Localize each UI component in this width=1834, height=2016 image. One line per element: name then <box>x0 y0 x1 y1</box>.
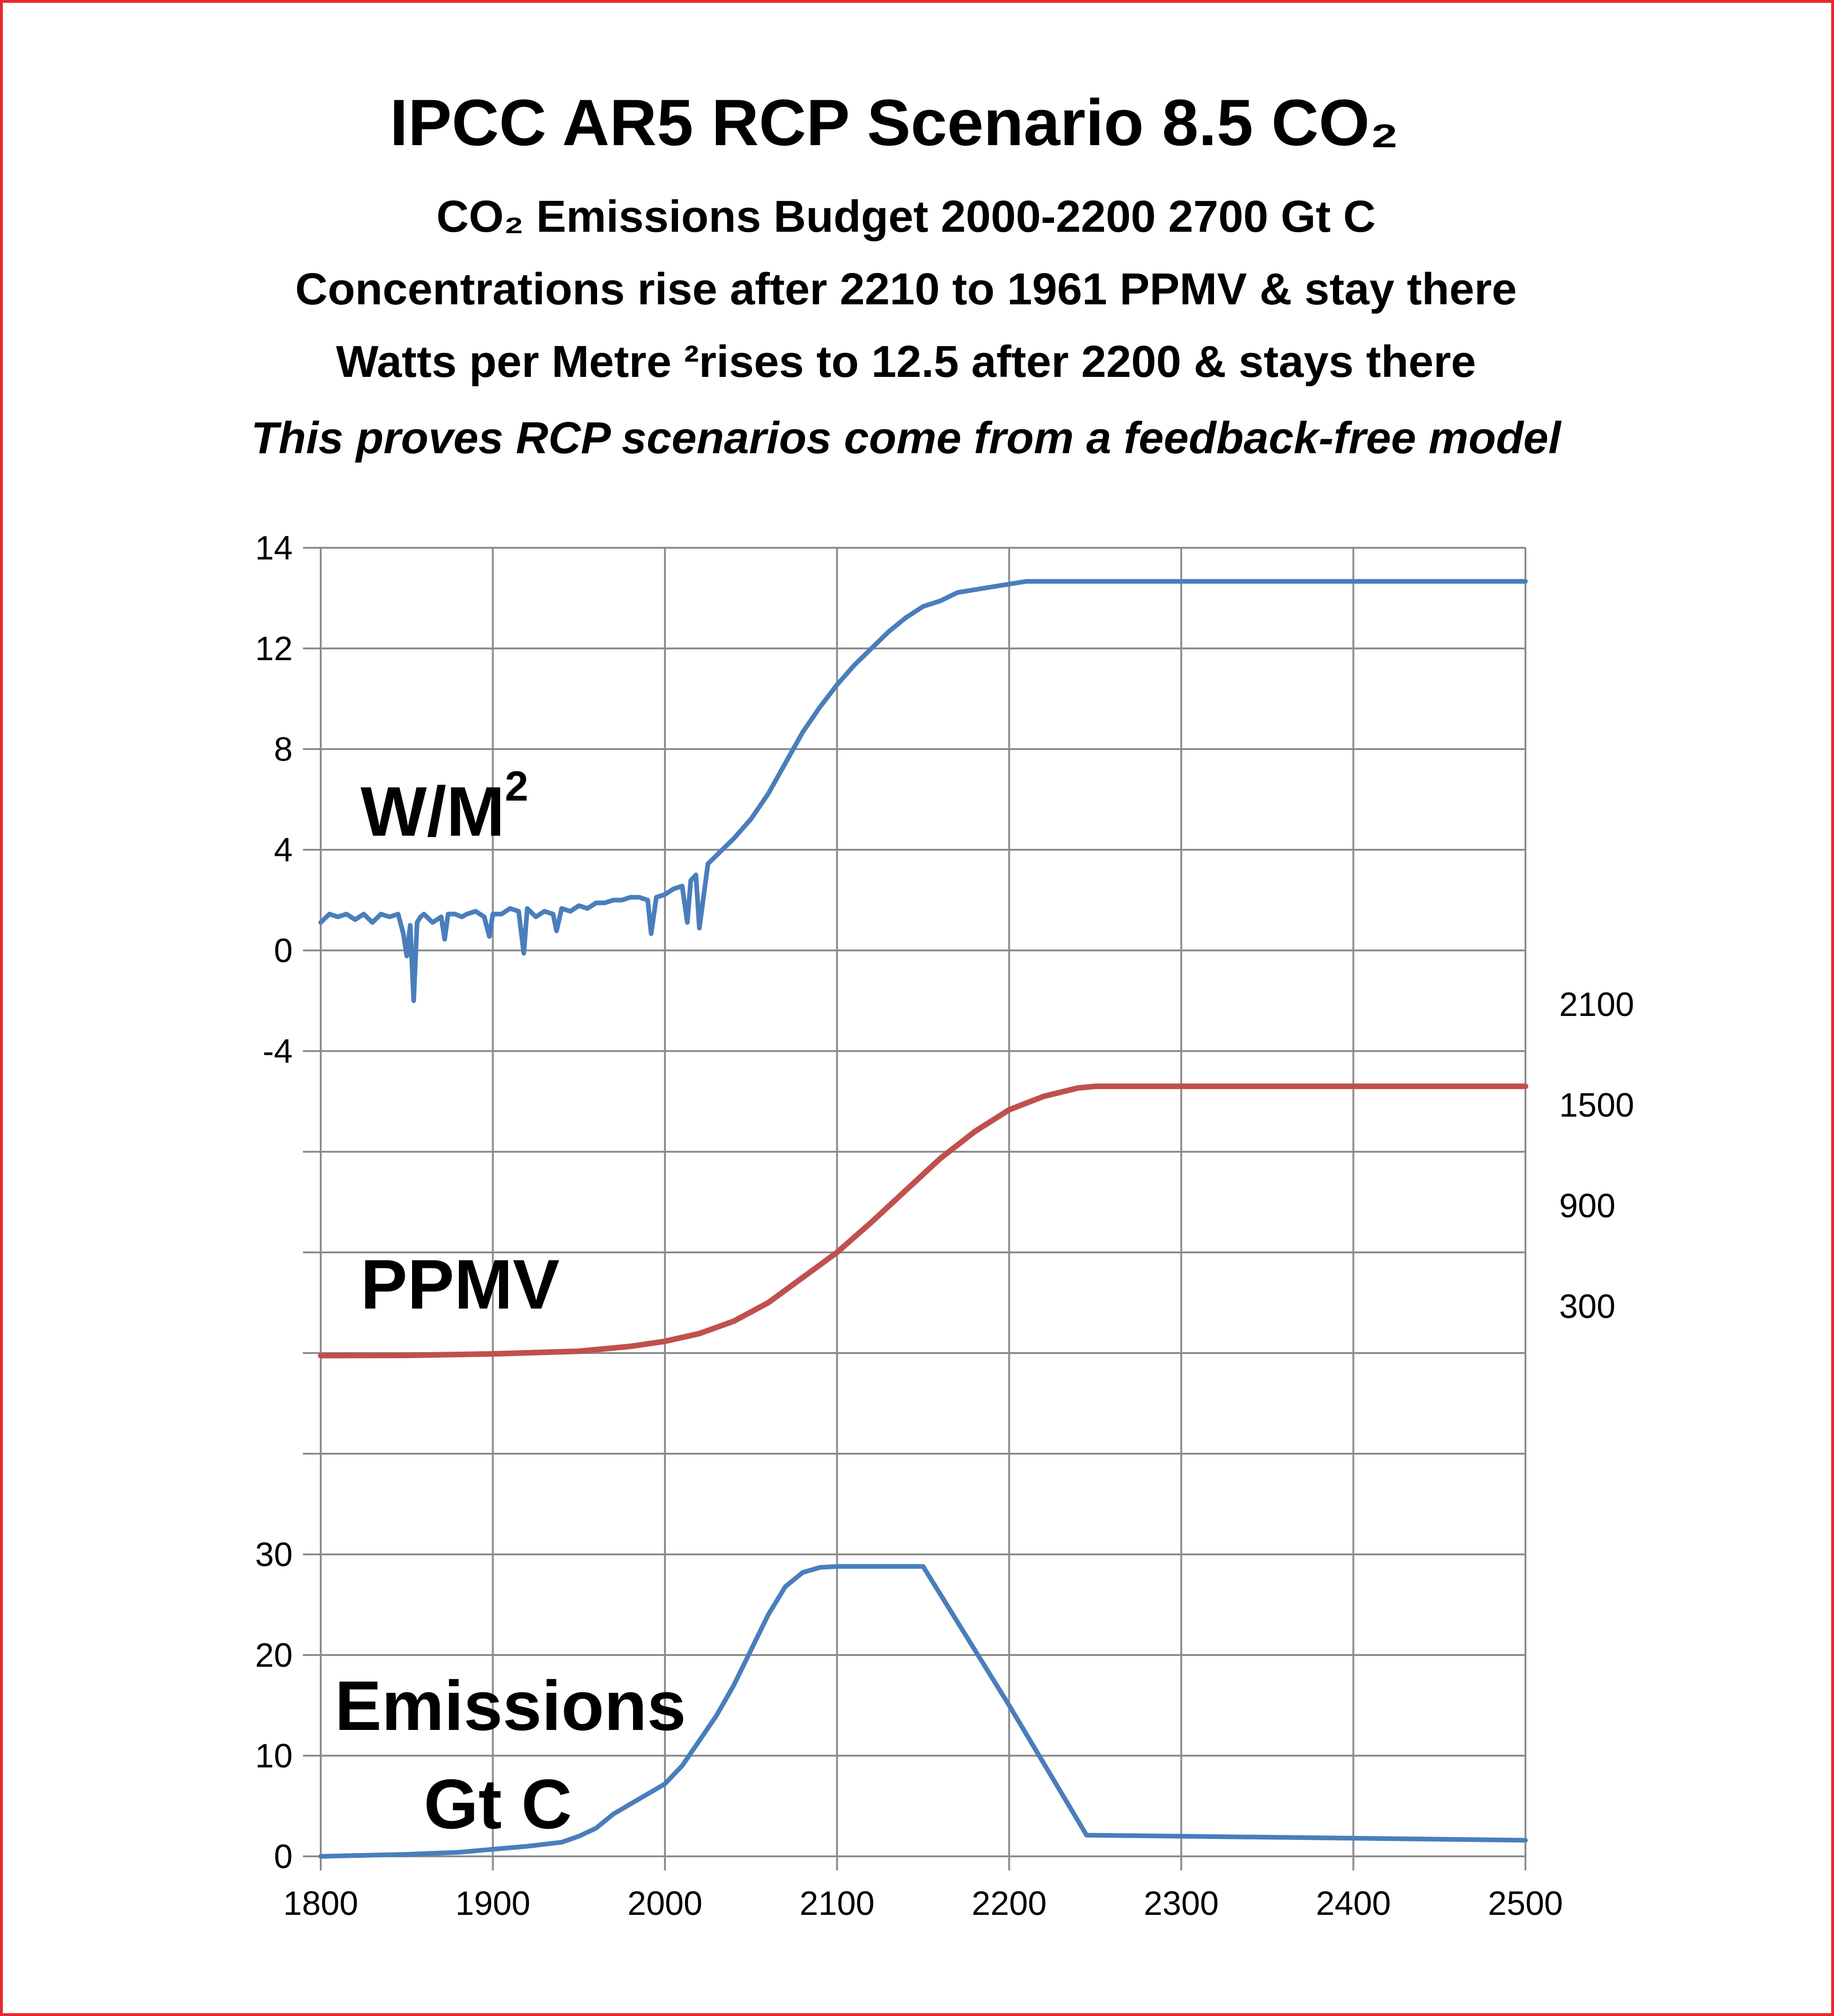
x-tick-label: 2000 <box>627 1885 702 1922</box>
y-tick-label: 1500 <box>1559 1087 1634 1124</box>
x-tick-label: 2100 <box>800 1885 875 1922</box>
y-tick-label: 900 <box>1559 1187 1615 1225</box>
y-tick-label: 12 <box>255 630 293 668</box>
panel-label-ppmv: PPMV <box>361 1245 560 1324</box>
panel-label-forcing: W/M2 <box>361 763 528 851</box>
x-tick-label: 2500 <box>1488 1885 1563 1922</box>
chart-subtitle-2: Concentrations rise after 2210 to 1961 P… <box>295 264 1517 314</box>
y-tick-label: 14 <box>255 530 293 567</box>
x-tick-label: 1900 <box>455 1885 530 1922</box>
x-tick-label: 2300 <box>1144 1885 1219 1922</box>
y-tick-label: 2100 <box>1559 986 1634 1023</box>
x-tick-label: 1800 <box>283 1885 358 1922</box>
chart-subtitle-4: This proves RCP scenarios come from a fe… <box>251 413 1562 463</box>
series-line-forcing <box>318 579 1528 1003</box>
y-tick-label: 4 <box>274 831 293 869</box>
panel-label-forcing-superscript: 2 <box>505 763 528 810</box>
panel-label-forcing-text: W/M <box>361 772 505 851</box>
panel-label-emissions-unit: Gt C <box>424 1765 572 1843</box>
chart-subtitle-1: CO₂ Emissions Budget 2000-2200 2700 Gt C <box>436 191 1376 242</box>
chart-title: IPCC AR5 RCP Scenario 8.5 CO₂ <box>390 86 1399 159</box>
y-tick-label: -4 <box>263 1033 293 1070</box>
y-tick-label: 8 <box>274 731 293 768</box>
chart-subtitle-3: Watts per Metre ²rises to 12.5 after 220… <box>336 337 1476 387</box>
y-tick-label: 20 <box>255 1637 293 1674</box>
y-tick-label: 300 <box>1559 1288 1615 1325</box>
tick-labels: 1800 1900 2000 2100 2200 2300 2400 25001412840-… <box>255 530 1634 1922</box>
series <box>318 579 1528 1859</box>
panel-label-emissions: Emissions <box>335 1666 686 1745</box>
series-line-ppmv <box>318 1083 1528 1359</box>
x-tick-label: 2400 <box>1316 1885 1391 1922</box>
y-tick-label: 0 <box>274 1838 293 1876</box>
y-tick-label: 10 <box>255 1737 293 1775</box>
grid <box>303 547 1526 1870</box>
y-tick-label: 30 <box>255 1536 293 1574</box>
x-tick-label: 2200 <box>972 1885 1046 1922</box>
series-line-emissions <box>318 1564 1528 1859</box>
y-tick-label: 0 <box>274 932 293 970</box>
